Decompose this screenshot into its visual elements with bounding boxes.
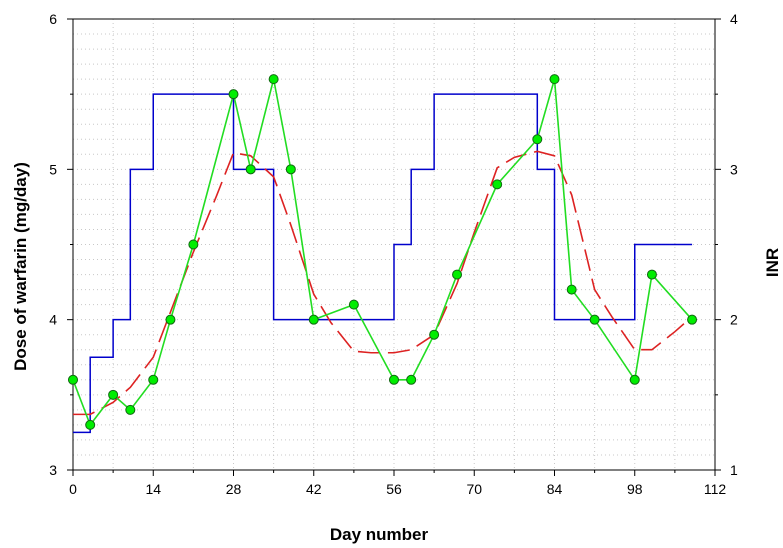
inr-point [285, 164, 296, 175]
inr-point [85, 419, 96, 430]
x-tick-label: 42 [306, 481, 322, 497]
x-tick-label: 0 [69, 481, 77, 497]
inr-point [566, 284, 577, 295]
inr-point [148, 374, 159, 385]
y2-tick-label: 1 [730, 462, 738, 478]
y-axis-right: 1 2 3 4 [715, 11, 738, 478]
y2-tick-label: 2 [730, 312, 738, 328]
series-layer [68, 74, 698, 434]
x-axis-label: Day number [330, 525, 429, 544]
x-tick-label: 70 [466, 481, 482, 497]
inr-point [532, 134, 543, 145]
inr-point [188, 239, 199, 250]
inr-point [492, 179, 503, 190]
inr-point [406, 374, 417, 385]
inr-point [268, 74, 279, 85]
inr-point [589, 314, 600, 325]
x-tick-label: 112 [704, 481, 727, 497]
inr-point [125, 404, 136, 415]
inr-point [687, 314, 698, 325]
y2-tick-label: 3 [730, 161, 738, 177]
inr-point [452, 269, 463, 280]
y-axis-left: 3 4 5 6 [49, 11, 73, 478]
inr-point [348, 299, 359, 310]
dose-step-line [73, 93, 693, 434]
y2-tick-label: 4 [730, 11, 738, 27]
x-tick-label: 84 [547, 481, 563, 497]
y-tick-label: 5 [49, 161, 57, 177]
inr-point [108, 389, 119, 400]
x-tick-label: 14 [145, 481, 161, 497]
y-tick-label: 6 [49, 11, 57, 27]
y-tick-label: 3 [49, 462, 57, 478]
inr-point [389, 374, 399, 385]
y-axis-right-label: INR [763, 248, 782, 277]
x-tick-label: 28 [226, 481, 242, 497]
y-axis-left-label: Dose of warfarin (mg/day) [11, 162, 30, 371]
inr-trend-dashed-line [73, 150, 693, 416]
x-tick-label: 98 [627, 481, 643, 497]
inr-point [165, 314, 176, 325]
x-tick-label: 56 [386, 481, 402, 497]
inr-point [68, 374, 78, 385]
inr-point [429, 329, 440, 340]
x-axis: 0 14 28 42 56 70 84 98 112 [69, 470, 726, 497]
inr-point [228, 89, 239, 100]
y-tick-label: 4 [49, 312, 57, 328]
inr-point [549, 74, 560, 85]
inr-line [72, 78, 693, 427]
inr-point [629, 374, 640, 385]
inr-point [245, 164, 256, 175]
inr-point [646, 269, 657, 280]
inr-point [308, 314, 319, 325]
